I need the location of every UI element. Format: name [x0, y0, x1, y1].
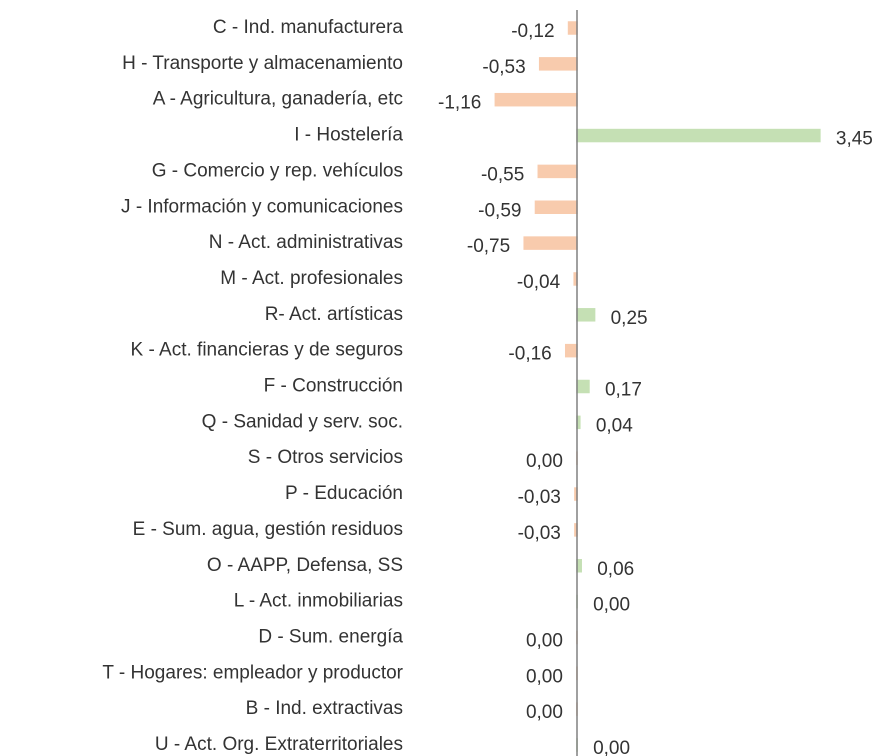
- value-label: -1,16: [438, 93, 481, 114]
- category-label: L - Act. inmobiliarias: [234, 591, 403, 612]
- value-label: -0,03: [518, 523, 561, 544]
- category-label: A - Agricultura, ganadería, etc: [153, 89, 403, 110]
- category-label: N - Act. administrativas: [209, 232, 403, 253]
- value-label: 0,25: [611, 308, 648, 329]
- category-label: F - Construcción: [264, 376, 403, 397]
- value-label: 0,06: [597, 559, 634, 580]
- value-label: -0,04: [517, 272, 561, 293]
- value-label: 3,45: [836, 129, 873, 150]
- category-label: P - Educación: [285, 483, 403, 504]
- bar: [537, 164, 578, 179]
- bar: [576, 128, 821, 143]
- bar: [567, 21, 578, 35]
- value-label: -0,03: [518, 487, 561, 508]
- category-label: C - Ind. manufacturera: [213, 17, 404, 38]
- category-label: H - Transporte y almacenamiento: [122, 53, 403, 74]
- category-label: Q - Sanidad y serv. soc.: [202, 411, 403, 432]
- value-label: -0,53: [482, 57, 525, 78]
- value-label: -0,12: [511, 21, 554, 42]
- category-label: J - Información y comunicaciones: [121, 196, 403, 217]
- category-label: M - Act. profesionales: [220, 268, 403, 289]
- category-label: U - Act. Org. Extraterritoriales: [155, 734, 403, 755]
- value-label: 0,04: [596, 415, 633, 436]
- bar: [523, 236, 578, 250]
- category-label: S - Otros servicios: [248, 447, 403, 468]
- category-label: T - Hogares: empleador y productor: [102, 662, 403, 683]
- value-label: -0,55: [481, 164, 524, 185]
- value-label: 0,00: [593, 738, 630, 756]
- value-label: 0,17: [605, 380, 642, 401]
- bar: [576, 379, 590, 394]
- category-label: I - Hostelería: [294, 125, 403, 146]
- category-label: G - Comercio y rep. vehículos: [152, 160, 403, 181]
- category-label: D - Sum. energía: [258, 626, 403, 647]
- value-label: 0,00: [526, 451, 563, 472]
- value-label: 0,00: [593, 595, 630, 616]
- category-label: O - AAPP, Defensa, SS: [207, 555, 403, 576]
- value-label: -0,75: [467, 236, 510, 257]
- bar: [538, 57, 578, 71]
- category-label: E - Sum. agua, gestión residuos: [133, 519, 403, 540]
- value-label: 0,00: [526, 702, 563, 723]
- bar: [576, 308, 596, 322]
- bar: [564, 343, 578, 358]
- value-label: -0,59: [478, 200, 521, 221]
- value-label: 0,00: [526, 666, 563, 687]
- value-label: 0,00: [526, 630, 563, 651]
- category-label: K - Act. financieras y de seguros: [131, 340, 403, 361]
- category-label: R- Act. artísticas: [265, 304, 403, 325]
- category-label: B - Ind. extractivas: [246, 698, 403, 719]
- bar: [494, 92, 578, 107]
- bar: [534, 200, 578, 214]
- value-label: -0,16: [508, 344, 551, 365]
